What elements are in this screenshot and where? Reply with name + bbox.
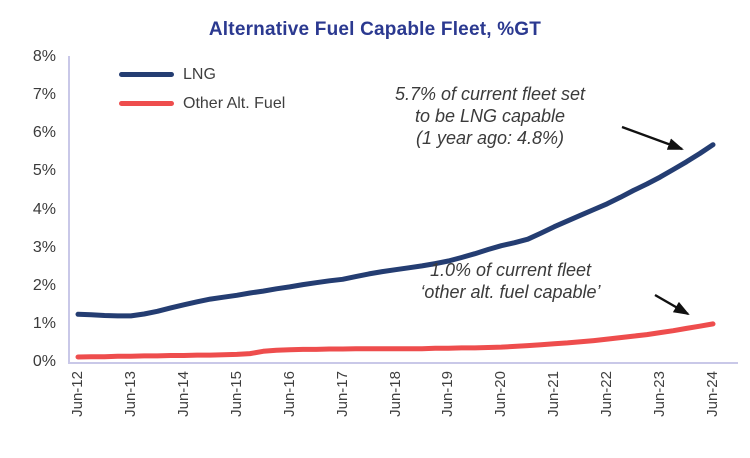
legend-item-other-fuel: Other Alt. Fuel: [119, 89, 285, 118]
annotation-other-fuel-line1: 1.0% of current fleet: [429, 260, 592, 280]
y-tick-label: 7%: [32, 86, 56, 104]
lng-line: [75, 142, 716, 319]
y-tick-label: 8%: [32, 48, 56, 65]
y-axis-line: [68, 56, 70, 364]
annotation-lng-line2: to be LNG capable: [414, 106, 566, 126]
y-tick-label: 2%: [32, 276, 56, 294]
data-lines: [75, 142, 716, 360]
legend-label-lng: LNG: [183, 65, 216, 83]
other-fuel-line-swatch-icon: [119, 101, 174, 106]
y-tick-label: 5%: [32, 162, 56, 180]
annotation-arrow-other-fuel: [654, 293, 690, 316]
legend-label-other-fuel: Other Alt. Fuel: [183, 94, 286, 112]
chart-title: Alternative Fuel Capable Fleet, %GT: [208, 19, 542, 40]
annotation-lng-line1: 5.7% of current fleet set: [394, 84, 586, 104]
legend: LNG Other Alt. Fuel: [119, 60, 285, 118]
annotation-lng: 5.7% of current fleet set to be LNG capa…: [355, 83, 625, 149]
other-alt-fuel-line: [75, 321, 716, 360]
y-tick-label: 3%: [32, 238, 56, 256]
annotation-lng-line3: (1 year ago: 4.8%): [415, 128, 565, 148]
x-axis-line: [68, 362, 738, 364]
y-tick-label: 6%: [32, 124, 56, 142]
y-tick-label: 1%: [32, 314, 56, 332]
y-tick-label: 0%: [32, 353, 56, 370]
legend-item-lng: LNG: [119, 60, 285, 89]
y-tick-label: 4%: [32, 200, 56, 218]
annotation-arrow-lng: [621, 125, 684, 151]
lng-line-swatch-icon: [119, 72, 174, 77]
annotation-other-fuel-line2: ‘other alt. fuel capable’: [420, 282, 601, 302]
annotation-other-fuel: 1.0% of current fleet ‘other alt. fuel c…: [378, 259, 643, 303]
